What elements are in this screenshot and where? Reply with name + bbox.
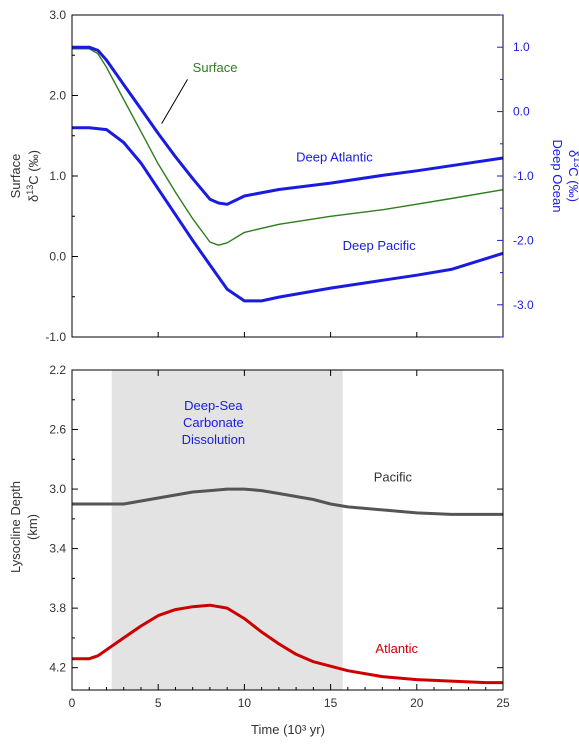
bottom-panel: Deep-Sea Carbonate Dissolution 2.2 2.6 3.0 3.… xyxy=(8,363,510,737)
bottom-plot-frame xyxy=(71,369,504,691)
bottom-x-tick-label: 0 xyxy=(69,696,76,710)
bottom-left-tick-label: 2.2 xyxy=(49,363,66,377)
bottom-left-tick-label: 2.6 xyxy=(49,423,66,437)
top-left-tick-label: 3.0 xyxy=(49,8,66,22)
top-annotations: Surface Deep Atlantic Deep Pacific xyxy=(161,60,416,253)
shade-label-line: Deep-Sea xyxy=(184,398,243,413)
top-right-ylabel-line2: δ13C (‰) xyxy=(566,150,579,202)
top-series-group xyxy=(71,45,504,337)
top-right-tick-label: -2.0 xyxy=(513,233,534,247)
shade-label-line: Dissolution xyxy=(182,432,246,447)
bottom-left-tick-label: 3.8 xyxy=(49,601,66,615)
bottom-x-tick-label: 25 xyxy=(496,696,510,710)
series-deep-pacific-line xyxy=(72,126,504,303)
surface-leader-line xyxy=(161,79,188,124)
top-right-tick-label: -1.0 xyxy=(513,169,534,183)
top-left-tick-label: 0.0 xyxy=(49,250,66,264)
bottom-x-tick-label: 5 xyxy=(155,696,162,710)
series-surface-line xyxy=(72,48,504,246)
bottom-annotations: Pacific Atlantic xyxy=(374,470,419,656)
top-panel: -1.0 0.0 1.0 2.0 3.0 -3.0 -2.0 -1.0 0.0 1.0 Surf… xyxy=(8,8,579,344)
top-left-tick-label: 1.0 xyxy=(49,169,66,183)
bottom-series-group xyxy=(72,487,503,685)
y2label-unit: C (‰) xyxy=(566,167,579,202)
ylabel-unit: C (‰) xyxy=(26,150,41,185)
bottom-left-tick-label: 3.0 xyxy=(49,482,66,496)
top-plot-frame xyxy=(71,14,504,338)
shaded-region-label: Deep-Sea Carbonate Dissolution xyxy=(182,398,246,447)
superscript-13: 13 xyxy=(25,185,35,195)
top-left-ylabel-line1: Surface xyxy=(8,154,23,199)
superscript-13-right: 13 xyxy=(572,157,579,167)
bottom-x-tick-label: 15 xyxy=(324,696,338,710)
bottom-x-tick-label: 20 xyxy=(410,696,424,710)
annotation-surface: Surface xyxy=(193,60,238,75)
annotation-deep-atlantic: Deep Atlantic xyxy=(296,150,373,165)
bottom-x-tick-label: 10 xyxy=(238,696,252,710)
top-right-ylabel-line1: Deep Ocean xyxy=(550,140,565,213)
top-left-tick-label: -1.0 xyxy=(45,330,66,344)
top-left-tick-label: 2.0 xyxy=(49,89,66,103)
series-deep-atlantic-line xyxy=(72,45,504,206)
top-right-tick-label: 0.0 xyxy=(513,105,530,119)
annotation-pacific: Pacific xyxy=(374,470,413,485)
top-right-tick-label: 1.0 xyxy=(513,40,530,54)
bottom-ylabel-line1: Lysocline Depth xyxy=(8,481,23,573)
annotation-atlantic: Atlantic xyxy=(375,641,418,656)
bottom-xlabel: Time (10³ yr) xyxy=(251,722,325,737)
annotation-deep-pacific: Deep Pacific xyxy=(343,238,416,253)
series-pacific-line xyxy=(72,487,503,516)
dissolution-shaded-region xyxy=(111,370,343,690)
bottom-ylabel-line2: (km) xyxy=(25,514,40,540)
top-left-axis: -1.0 0.0 1.0 2.0 3.0 xyxy=(45,8,78,344)
bottom-left-tick-label: 3.4 xyxy=(49,542,66,556)
shade-label-line: Carbonate xyxy=(183,415,244,430)
top-left-ylabel-line2: δ13C (‰) xyxy=(25,150,41,202)
bottom-x-axis: 0 5 10 15 20 25 xyxy=(69,370,510,710)
top-right-axis: -3.0 -2.0 -1.0 0.0 1.0 xyxy=(497,14,534,338)
top-right-tick-label: -3.0 xyxy=(513,298,534,312)
bottom-left-tick-label: 4.2 xyxy=(49,661,66,675)
series-atlantic-line xyxy=(72,603,503,685)
bottom-left-axis: 2.2 2.6 3.0 3.4 3.8 4.2 xyxy=(49,363,503,675)
